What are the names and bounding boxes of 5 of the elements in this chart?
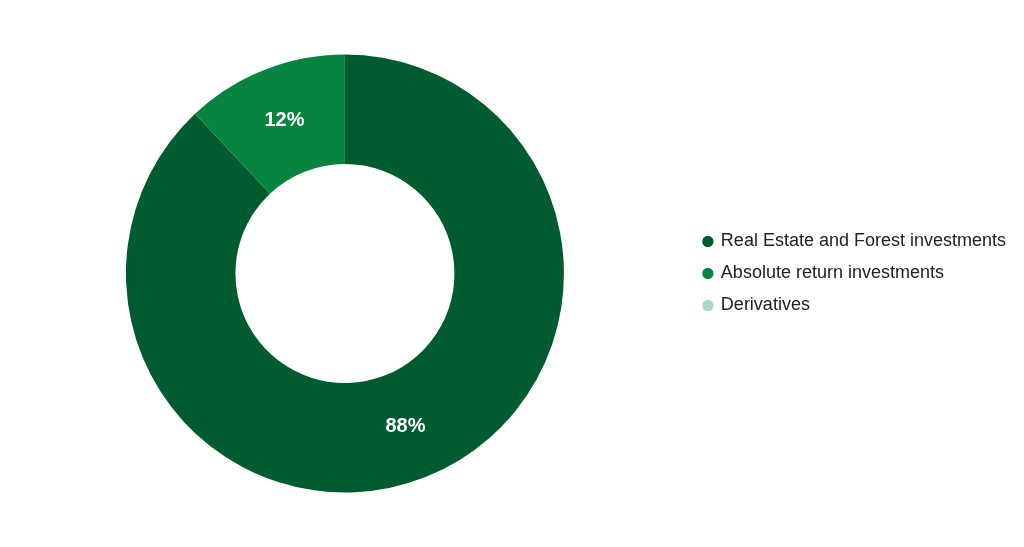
legend-label: Derivatives xyxy=(720,294,810,315)
legend-label: Real Estate and Forest investments xyxy=(720,230,1007,251)
legend-label: Absolute return investments xyxy=(720,262,944,283)
data-label: 12% xyxy=(264,108,305,131)
data-label: 88% xyxy=(385,413,426,436)
